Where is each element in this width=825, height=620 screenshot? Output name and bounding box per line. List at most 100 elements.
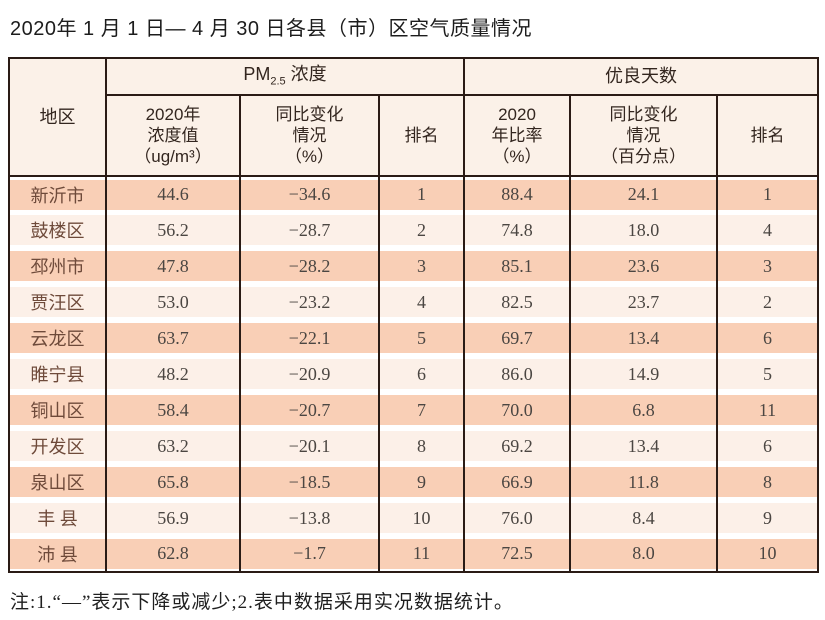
cell-pm25-change: −20.7 bbox=[239, 392, 380, 428]
cell-good-change: 18.0 bbox=[569, 212, 718, 248]
cell-region: 新沂市 bbox=[8, 176, 107, 212]
cell-good-ratio: 66.9 bbox=[463, 464, 571, 500]
cell-good-ratio: 82.5 bbox=[463, 284, 571, 320]
cell-good-rank: 5 bbox=[715, 356, 820, 392]
page-title: 2020年 1 月 1 日— 4 月 30 日各县（市）区空气质量情况 bbox=[10, 18, 533, 40]
cell-good-rank: 6 bbox=[715, 428, 820, 464]
cell-good-rank: 3 bbox=[715, 248, 820, 284]
cell-pm25-rank: 5 bbox=[378, 320, 465, 356]
cell-pm25-change: −18.5 bbox=[239, 464, 380, 500]
cell-pm25-change: −28.2 bbox=[239, 248, 380, 284]
cell-good-rank: 10 bbox=[715, 536, 820, 572]
table-row: 云龙区 63.7 −22.1 5 69.7 13.4 6 bbox=[8, 320, 820, 356]
cell-region: 铜山区 bbox=[8, 392, 107, 428]
pm25-label-prefix: PM bbox=[243, 64, 271, 85]
cell-pm25-change: −28.7 bbox=[239, 212, 380, 248]
table-row: 新沂市 44.6 −34.6 1 88.4 24.1 1 bbox=[8, 176, 820, 212]
cell-region: 云龙区 bbox=[8, 320, 107, 356]
cell-pm25-change: −20.1 bbox=[239, 428, 380, 464]
cell-good-change: 14.9 bbox=[569, 356, 718, 392]
header-region: 地区 bbox=[8, 57, 107, 177]
cell-good-change: 13.4 bbox=[569, 428, 718, 464]
footnote: 注:1.“—”表示下降或减少;2.表中数据采用实况数据统计。 bbox=[10, 592, 514, 613]
cell-good-ratio: 69.2 bbox=[463, 428, 571, 464]
cell-good-change: 13.4 bbox=[569, 320, 718, 356]
cell-pm25-rank: 3 bbox=[378, 248, 465, 284]
table-row: 开发区 63.2 −20.1 8 69.2 13.4 6 bbox=[8, 428, 820, 464]
cell-region: 沛 县 bbox=[8, 536, 107, 572]
cell-pm25-value: 56.9 bbox=[105, 500, 241, 536]
cell-good-change: 23.6 bbox=[569, 248, 718, 284]
table-row: 铜山区 58.4 −20.7 7 70.0 6.8 11 bbox=[8, 392, 820, 428]
air-quality-table: 地区 PM2.5 浓度 优良天数 2020年 浓度值 （ug/m³） 同比变化 … bbox=[8, 57, 820, 573]
header-pm25-rank: 排名 bbox=[378, 94, 465, 177]
cell-pm25-change: −20.9 bbox=[239, 356, 380, 392]
cell-good-rank: 1 bbox=[715, 176, 820, 212]
cell-good-change: 6.8 bbox=[569, 392, 718, 428]
table-row: 鼓楼区 56.2 −28.7 2 74.8 18.0 4 bbox=[8, 212, 820, 248]
cell-good-ratio: 76.0 bbox=[463, 500, 571, 536]
cell-good-rank: 6 bbox=[715, 320, 820, 356]
cell-good-rank: 9 bbox=[715, 500, 820, 536]
header-good-days-group: 优良天数 bbox=[462, 57, 820, 96]
cell-pm25-rank: 1 bbox=[378, 176, 465, 212]
cell-region: 丰 县 bbox=[8, 500, 107, 536]
cell-pm25-rank: 8 bbox=[378, 428, 465, 464]
cell-pm25-value: 65.8 bbox=[105, 464, 241, 500]
cell-pm25-rank: 11 bbox=[378, 536, 465, 572]
cell-pm25-change: −23.2 bbox=[239, 284, 380, 320]
cell-pm25-change: −34.6 bbox=[239, 176, 380, 212]
header-good-change: 同比变化 情况 （百分点） bbox=[569, 94, 718, 177]
table-row: 泉山区 65.8 −18.5 9 66.9 11.8 8 bbox=[8, 464, 820, 500]
cell-pm25-rank: 9 bbox=[378, 464, 465, 500]
cell-pm25-value: 47.8 bbox=[105, 248, 241, 284]
table-row: 睢宁县 48.2 −20.9 6 86.0 14.9 5 bbox=[8, 356, 820, 392]
table-row: 邳州市 47.8 −28.2 3 85.1 23.6 3 bbox=[8, 248, 820, 284]
cell-good-rank: 2 bbox=[715, 284, 820, 320]
cell-good-rank: 4 bbox=[715, 212, 820, 248]
cell-pm25-value: 56.2 bbox=[105, 212, 241, 248]
cell-good-ratio: 88.4 bbox=[463, 176, 571, 212]
cell-pm25-rank: 10 bbox=[378, 500, 465, 536]
header-pm25-value: 2020年 浓度值 （ug/m³） bbox=[105, 94, 241, 177]
cell-region: 开发区 bbox=[8, 428, 107, 464]
header-group-row: 地区 PM2.5 浓度 优良天数 bbox=[8, 57, 820, 177]
pm25-label-suffix: 浓度 bbox=[285, 64, 327, 85]
cell-good-change: 8.0 bbox=[569, 536, 718, 572]
cell-good-ratio: 86.0 bbox=[463, 356, 571, 392]
header-pm25-change: 同比变化 情况 （%） bbox=[239, 94, 380, 177]
cell-good-change: 24.1 bbox=[569, 176, 718, 212]
table-row: 沛 县 62.8 −1.7 11 72.5 8.0 10 bbox=[8, 536, 820, 572]
cell-pm25-value: 44.6 bbox=[105, 176, 241, 212]
table-header: 地区 PM2.5 浓度 优良天数 2020年 浓度值 （ug/m³） 同比变化 … bbox=[8, 57, 820, 177]
cell-pm25-rank: 6 bbox=[378, 356, 465, 392]
cell-pm25-rank: 7 bbox=[378, 392, 465, 428]
cell-pm25-change: −1.7 bbox=[239, 536, 380, 572]
cell-region: 贾汪区 bbox=[8, 284, 107, 320]
cell-pm25-change: −22.1 bbox=[239, 320, 380, 356]
cell-pm25-value: 62.8 bbox=[105, 536, 241, 572]
cell-good-ratio: 72.5 bbox=[463, 536, 571, 572]
cell-pm25-value: 48.2 bbox=[105, 356, 241, 392]
header-good-ratio: 2020 年比率 （%） bbox=[463, 94, 571, 177]
cell-region: 泉山区 bbox=[8, 464, 107, 500]
cell-region: 鼓楼区 bbox=[8, 212, 107, 248]
cell-good-rank: 8 bbox=[715, 464, 820, 500]
cell-pm25-value: 58.4 bbox=[105, 392, 241, 428]
cell-pm25-value: 63.7 bbox=[105, 320, 241, 356]
cell-pm25-rank: 4 bbox=[378, 284, 465, 320]
cell-good-change: 23.7 bbox=[569, 284, 718, 320]
cell-good-ratio: 85.1 bbox=[463, 248, 571, 284]
header-sub-row: 2020年 浓度值 （ug/m³） 同比变化 情况 （%） 排名 2020 年比… bbox=[9, 94, 820, 177]
header-pm25-group: PM2.5 浓度 bbox=[105, 57, 465, 96]
cell-good-change: 8.4 bbox=[569, 500, 718, 536]
cell-pm25-rank: 2 bbox=[378, 212, 465, 248]
cell-good-ratio: 70.0 bbox=[463, 392, 571, 428]
cell-good-change: 11.8 bbox=[569, 464, 718, 500]
cell-pm25-change: −13.8 bbox=[239, 500, 380, 536]
table-row: 丰 县 56.9 −13.8 10 76.0 8.4 9 bbox=[8, 500, 820, 536]
cell-good-ratio: 69.7 bbox=[463, 320, 571, 356]
cell-pm25-value: 63.2 bbox=[105, 428, 241, 464]
table-row: 贾汪区 53.0 −23.2 4 82.5 23.7 2 bbox=[8, 284, 820, 320]
